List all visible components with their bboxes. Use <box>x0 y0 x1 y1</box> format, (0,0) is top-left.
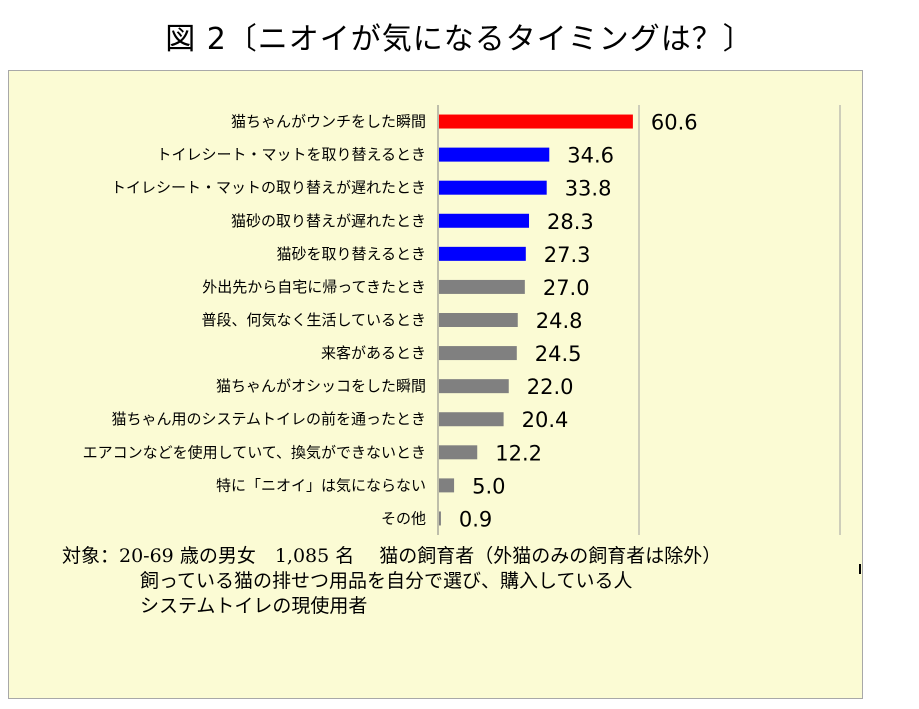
bar <box>439 511 441 526</box>
note-line-2: 飼っている猫の排せつ用品を自分で選び、購入している人 <box>140 570 633 592</box>
category-label: 猫ちゃんがウンチをした瞬間 <box>231 113 426 131</box>
bar <box>439 246 526 261</box>
data-label: 12.2 <box>495 441 542 465</box>
data-label: 28.3 <box>547 210 594 234</box>
category-label: 特に「ニオイ」は気にならない <box>216 476 426 494</box>
bar <box>439 279 525 294</box>
bar <box>439 180 547 195</box>
data-label: 0.9 <box>459 507 492 531</box>
note-line-3: システムトイレの現使用者 <box>140 595 368 617</box>
category-label: その他 <box>381 509 426 527</box>
category-label: 猫ちゃん用のシステムトイレの前を通ったとき <box>111 410 426 428</box>
bar <box>439 213 530 228</box>
chart-title: 図 2〔ニオイが気になるタイミングは？〕 <box>165 22 754 57</box>
category-label: 外出先から自宅に帰ってきたとき <box>202 278 426 296</box>
data-label: 60.6 <box>651 111 698 135</box>
category-label: トイレシート・マットの取り替えが遅れたとき <box>111 179 426 197</box>
category-label: トイレシート・マットを取り替えるとき <box>156 146 426 164</box>
data-label: 27.3 <box>544 243 591 267</box>
data-label: 27.0 <box>543 276 590 300</box>
category-label: エアコンなどを使用していて、換気ができないとき <box>83 443 426 461</box>
data-label: 24.5 <box>535 342 582 366</box>
note-line-1: 対象：20-69 歳の男女 1,085 名 猫の飼育者（外猫のみの飼育者は除外） <box>62 545 722 567</box>
category-label: 猫ちゃんがオシッコをした瞬間 <box>216 377 426 395</box>
bar-chart: 猫ちゃんがウンチをした瞬間 60.6 トイレシート・マットを取り替えるとき 34.6 ト… <box>83 105 841 535</box>
data-label: 22.0 <box>527 375 574 399</box>
data-label: 33.8 <box>565 177 612 201</box>
survey-note: 対象：20-69 歳の男女 1,085 名 猫の飼育者（外猫のみの飼育者は除外）… <box>62 544 721 619</box>
data-label: 24.8 <box>536 309 583 333</box>
bar <box>439 114 633 129</box>
category-label: 来客があるとき <box>321 344 426 362</box>
category-label: 猫砂の取り替えが遅れたとき <box>231 212 426 230</box>
bar <box>439 478 455 493</box>
bar <box>439 445 478 460</box>
chart-panel: 猫ちゃんがウンチをした瞬間 60.6 トイレシート・マットを取り替えるとき 34.6 ト… <box>8 70 863 699</box>
bar <box>439 346 517 361</box>
category-label: 猫砂を取り替えるとき <box>276 245 426 263</box>
bar <box>439 147 550 162</box>
category-label: 普段、何気なく生活しているとき <box>201 311 426 329</box>
data-label: 20.4 <box>522 408 569 432</box>
edge-tick-mark <box>859 564 861 574</box>
bar <box>439 313 518 327</box>
bar <box>439 379 509 394</box>
bar <box>439 412 504 427</box>
data-label: 5.0 <box>472 474 505 498</box>
data-label: 34.6 <box>567 144 614 168</box>
